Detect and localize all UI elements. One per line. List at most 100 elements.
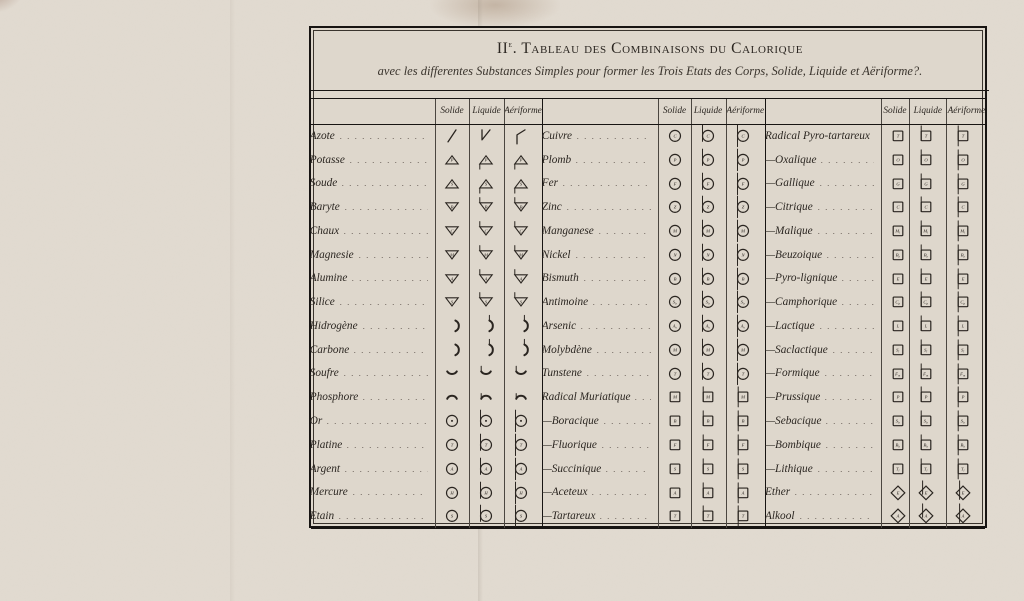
svg-text:Sl: Sl: [924, 347, 927, 353]
svg-text:Ml: Ml: [960, 228, 966, 234]
svg-text:B: B: [520, 205, 523, 210]
svg-text:S: S: [707, 466, 710, 471]
svg-text:Fm: Fm: [960, 371, 967, 377]
svg-text:G: G: [962, 181, 966, 186]
svg-text:L: L: [895, 323, 899, 328]
svg-text:Tl: Tl: [961, 466, 965, 472]
svg-text:M: M: [705, 347, 711, 352]
svg-text:H: H: [519, 490, 524, 495]
svg-text:As: As: [672, 323, 678, 329]
svg-text:T: T: [962, 133, 965, 138]
svg-text:Sb: Sb: [895, 419, 899, 425]
svg-text:C: C: [706, 133, 710, 138]
svg-text:C: C: [896, 205, 900, 210]
svg-text:T: T: [674, 371, 677, 376]
svg-text:C: C: [674, 133, 678, 138]
svg-text:Z: Z: [706, 205, 709, 210]
svg-text:B: B: [485, 205, 488, 210]
svg-text:G: G: [925, 181, 929, 186]
svg-text:E: E: [895, 490, 899, 495]
svg-text:E: E: [895, 276, 899, 281]
svg-text:Cp: Cp: [961, 300, 966, 306]
svg-text:B: B: [451, 205, 454, 210]
svg-text:As: As: [704, 323, 710, 329]
svg-text:P: P: [450, 157, 454, 162]
svg-text:F: F: [705, 442, 709, 447]
svg-text:Cp: Cp: [895, 300, 900, 306]
svg-text:C: C: [925, 205, 929, 210]
svg-text:B: B: [706, 419, 709, 424]
svg-text:A: A: [484, 276, 488, 281]
svg-text:N: N: [705, 252, 710, 257]
svg-text:P: P: [961, 395, 965, 400]
svg-text:T: T: [741, 514, 744, 519]
svg-text:Fm: Fm: [894, 371, 901, 377]
svg-text:B: B: [741, 419, 744, 424]
svg-text:P: P: [673, 157, 677, 162]
svg-text:P: P: [924, 395, 928, 400]
svg-text:F: F: [673, 442, 677, 447]
svg-text:Sb: Sb: [924, 419, 928, 425]
svg-text:B: B: [706, 276, 709, 281]
svg-text:A: A: [895, 514, 899, 519]
svg-text:E: E: [924, 276, 928, 281]
svg-text:S: S: [485, 514, 488, 519]
svg-text:M: M: [672, 395, 678, 400]
svg-text:A: A: [961, 514, 965, 519]
svg-text:A: A: [705, 490, 709, 495]
svg-text:O: O: [962, 157, 966, 162]
svg-text:Sb: Sb: [740, 300, 744, 306]
svg-text:M: M: [705, 395, 711, 400]
svg-text:Bz: Bz: [895, 252, 900, 258]
svg-text:H: H: [483, 490, 488, 495]
svg-text:T: T: [925, 133, 928, 138]
svg-text:Bb: Bb: [961, 442, 966, 448]
svg-text:Ml: Ml: [923, 228, 929, 234]
svg-text:Ml: Ml: [894, 228, 900, 234]
svg-text:T: T: [520, 442, 523, 447]
svg-text:P: P: [484, 157, 488, 162]
svg-text:M: M: [705, 228, 711, 233]
svg-text:T: T: [896, 133, 899, 138]
svg-text:P: P: [895, 395, 899, 400]
svg-text:A: A: [519, 466, 523, 471]
svg-text:B: B: [674, 419, 677, 424]
svg-text:S: S: [451, 514, 454, 519]
svg-text:T: T: [741, 371, 744, 376]
svg-text:A: A: [450, 276, 454, 281]
svg-text:F: F: [740, 442, 744, 447]
svg-text:C: C: [962, 205, 966, 210]
svg-text:T: T: [485, 442, 488, 447]
svg-text:Sb: Sb: [961, 419, 965, 425]
svg-text:A: A: [740, 490, 744, 495]
svg-text:E: E: [961, 490, 965, 495]
svg-text:B: B: [741, 276, 744, 281]
svg-text:S: S: [674, 466, 677, 471]
svg-text:T: T: [674, 514, 677, 519]
svg-text:T: T: [451, 442, 454, 447]
svg-text:M: M: [672, 228, 678, 233]
svg-text:S: S: [520, 514, 523, 519]
svg-text:N: N: [740, 252, 745, 257]
svg-text:Cp: Cp: [924, 300, 929, 306]
svg-text:Tl: Tl: [924, 466, 928, 472]
svg-text:L: L: [924, 323, 928, 328]
svg-text:Sl: Sl: [962, 347, 965, 353]
svg-text:A: A: [484, 466, 488, 471]
svg-text:Fm: Fm: [922, 371, 929, 377]
svg-text:Sl: Sl: [896, 347, 899, 353]
svg-text:O: O: [896, 157, 900, 162]
svg-text:Sb: Sb: [705, 300, 709, 306]
svg-text:T: T: [706, 514, 709, 519]
svg-text:Z: Z: [674, 205, 677, 210]
svg-text:A: A: [673, 490, 677, 495]
svg-text:H: H: [449, 490, 454, 495]
svg-text:F: F: [740, 181, 744, 186]
svg-text:A: A: [519, 276, 523, 281]
svg-text:F: F: [673, 181, 677, 186]
svg-text:P: P: [519, 157, 523, 162]
svg-text:Sb: Sb: [673, 300, 677, 306]
svg-text:Bb: Bb: [895, 442, 900, 448]
svg-text:P: P: [705, 157, 709, 162]
svg-text:Bb: Bb: [924, 442, 929, 448]
